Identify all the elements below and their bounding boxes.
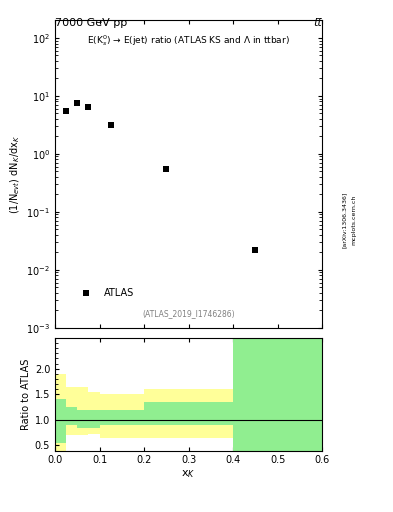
Text: E(K$_s^0$) → E(jet) ratio (ATLAS KS and Λ in ttbar): E(K$_s^0$) → E(jet) ratio (ATLAS KS and … [87,33,290,48]
Text: 7000 GeV pp: 7000 GeV pp [55,18,127,28]
Text: tt̅: tt̅ [314,18,322,28]
Text: (ATLAS_2019_I1746286): (ATLAS_2019_I1746286) [142,309,235,318]
Y-axis label: (1/N$_{evt}$) dN$_K$/dx$_K$: (1/N$_{evt}$) dN$_K$/dx$_K$ [8,134,22,214]
X-axis label: x$_K$: x$_K$ [182,468,196,480]
Y-axis label: Ratio to ATLAS: Ratio to ATLAS [20,358,31,430]
Text: mcplots.cern.ch: mcplots.cern.ch [351,195,356,245]
Text: [arXiv:1306.3436]: [arXiv:1306.3436] [342,192,346,248]
Text: ATLAS: ATLAS [104,288,134,298]
